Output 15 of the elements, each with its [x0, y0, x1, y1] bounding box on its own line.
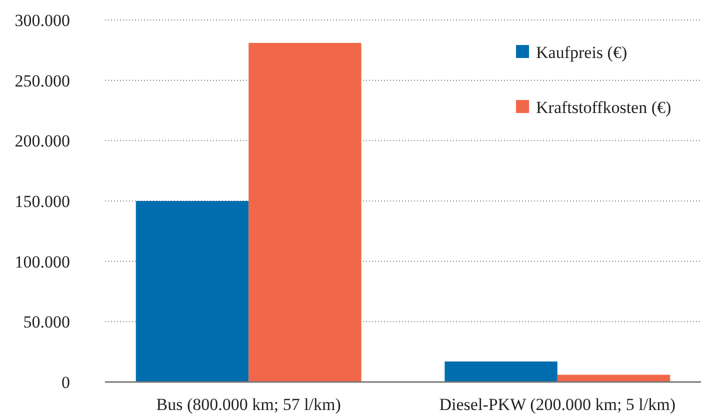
y-tick-label: 100.000	[14, 252, 70, 272]
y-tick-label: 200.000	[14, 132, 70, 151]
y-tick-label: 0	[62, 372, 70, 392]
y-tick-label: 50.000	[23, 312, 70, 332]
legend-label: Kraftstoffkosten (€)	[536, 98, 672, 117]
bar	[444, 361, 558, 382]
y-tick-label: 300.000	[14, 10, 70, 30]
y-tick-label: 250.000	[14, 71, 70, 90]
bar	[136, 201, 249, 382]
legend-label: Kaufpreis (€)	[536, 42, 628, 62]
x-tick-label: Diesel-PKW (200.000 km; 5 l/km)	[439, 395, 676, 414]
x-tick-label: Bus (800.000 km; 57 l/km)	[156, 395, 341, 414]
bar	[557, 374, 670, 382]
y-tick-label: 150.000	[14, 192, 70, 211]
bar	[248, 42, 362, 382]
